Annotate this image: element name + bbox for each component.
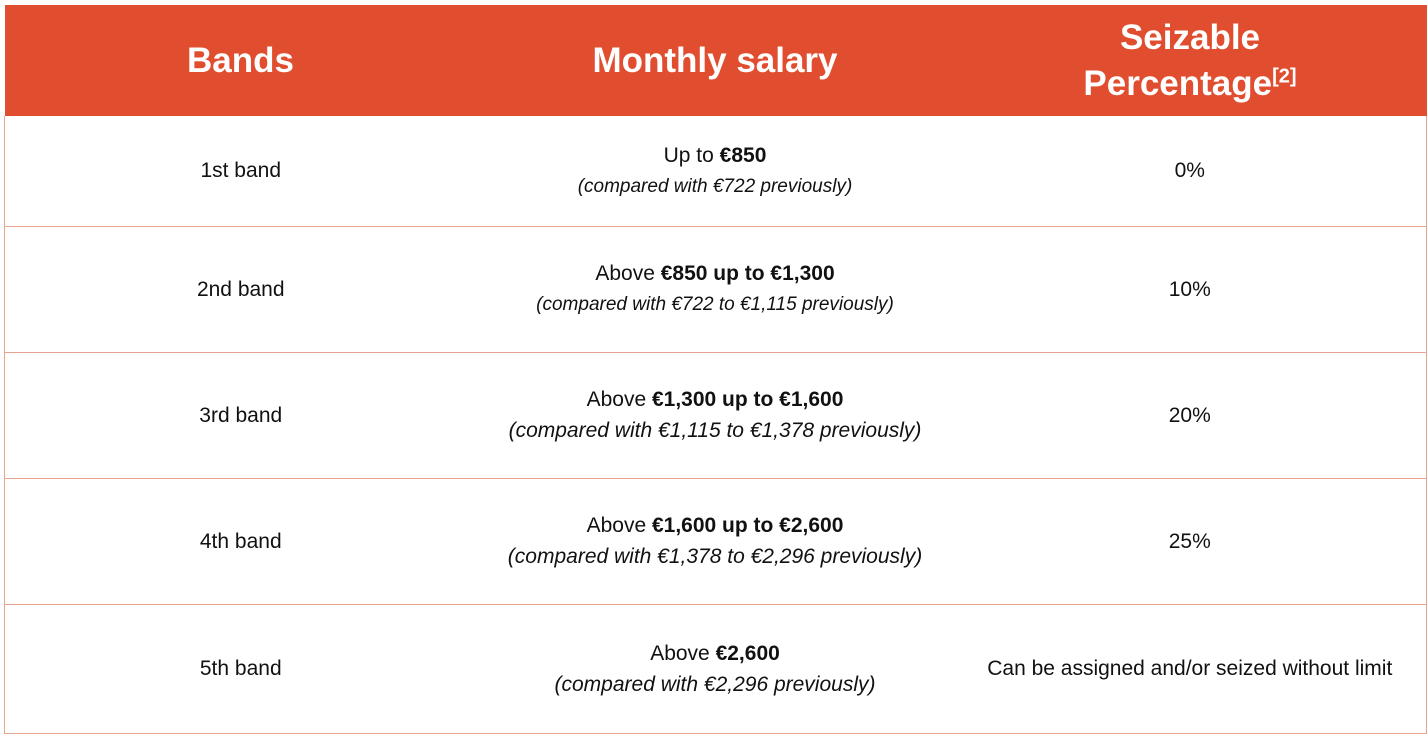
table-row: 2nd band Above €850 up to €1,300 (compar… (4, 226, 1427, 353)
salary-previous-note: (compared with €1,115 to €1,378 previous… (508, 419, 922, 442)
header-seizable-line2: Percentage[2] (954, 61, 1427, 107)
salary-amount: €1,600 up to €2,600 (651, 514, 844, 537)
percentage-cell: 10% (953, 226, 1427, 353)
header-bands: Bands (4, 5, 477, 116)
header-seizable-word: Percentage (1083, 63, 1273, 103)
salary-amount: €850 up to €1,300 (660, 262, 835, 285)
salary-cell: Above €1,300 up to €1,600 (compared with… (476, 352, 954, 479)
table-header: Bands Monthly salary Seizable Percentage… (4, 5, 1427, 116)
percentage-cell: 25% (953, 478, 1427, 605)
seizable-salary-table: Bands Monthly salary Seizable Percentage… (4, 5, 1427, 734)
table-row: 1st band Up to €850 (compared with €722 … (4, 116, 1427, 227)
salary-cell: Above €850 up to €1,300 (compared with €… (476, 226, 954, 353)
percentage-cell: 0% (953, 116, 1427, 227)
salary-previous-note: (compared with €2,296 previously) (554, 672, 876, 696)
percentage-cell: 20% (953, 352, 1427, 479)
salary-range: Up to €850 (477, 140, 954, 171)
salary-prefix: Above (586, 388, 652, 411)
salary-previous-note: (compared with €1,378 to €2,296 previous… (507, 545, 923, 568)
band-cell: 3rd band (4, 352, 477, 479)
salary-range: Above €1,600 up to €2,600 (477, 510, 954, 541)
table-row: 4th band Above €1,600 up to €2,600 (comp… (4, 478, 1427, 605)
salary-previous-note: (compared with €722 previously) (577, 175, 853, 197)
header-seizable-line1: Seizable (1119, 17, 1261, 57)
band-cell: 4th band (4, 478, 477, 605)
header-monthly-salary: Monthly salary (476, 5, 954, 116)
salary-amount: €1,300 up to €1,600 (651, 388, 844, 411)
salary-prefix: Above (586, 514, 652, 537)
header-row: Bands Monthly salary Seizable Percentage… (4, 5, 1427, 116)
band-cell: 2nd band (4, 226, 477, 353)
salary-prefix: Up to (663, 143, 720, 167)
salary-range: Above €1,300 up to €1,600 (477, 384, 954, 415)
salary-range: Above €850 up to €1,300 (477, 258, 954, 289)
footnote-reference: [2] (1272, 64, 1297, 87)
salary-prefix: Above (650, 641, 716, 665)
bands-table: Bands Monthly salary Seizable Percentage… (4, 5, 1427, 734)
percentage-cell: Can be assigned and/or seized without li… (953, 604, 1427, 734)
table-body: 1st band Up to €850 (compared with €722 … (4, 116, 1427, 734)
table-row: 3rd band Above €1,300 up to €1,600 (comp… (4, 352, 1427, 479)
salary-prefix: Above (595, 262, 661, 285)
salary-range: Above €2,600 (477, 638, 954, 669)
header-seizable-percentage: Seizable Percentage[2] (953, 5, 1427, 116)
salary-amount: €2,600 (715, 641, 780, 665)
salary-cell: Above €2,600 (compared with €2,296 previ… (476, 604, 954, 734)
band-cell: 1st band (4, 116, 477, 227)
table-row: 5th band Above €2,600 (compared with €2,… (4, 604, 1427, 734)
salary-cell: Above €1,600 up to €2,600 (compared with… (476, 478, 954, 605)
salary-previous-note: (compared with €722 to €1,115 previously… (536, 294, 894, 315)
salary-cell: Up to €850 (compared with €722 previousl… (476, 116, 954, 227)
salary-amount: €850 (719, 143, 767, 167)
band-cell: 5th band (4, 604, 477, 734)
